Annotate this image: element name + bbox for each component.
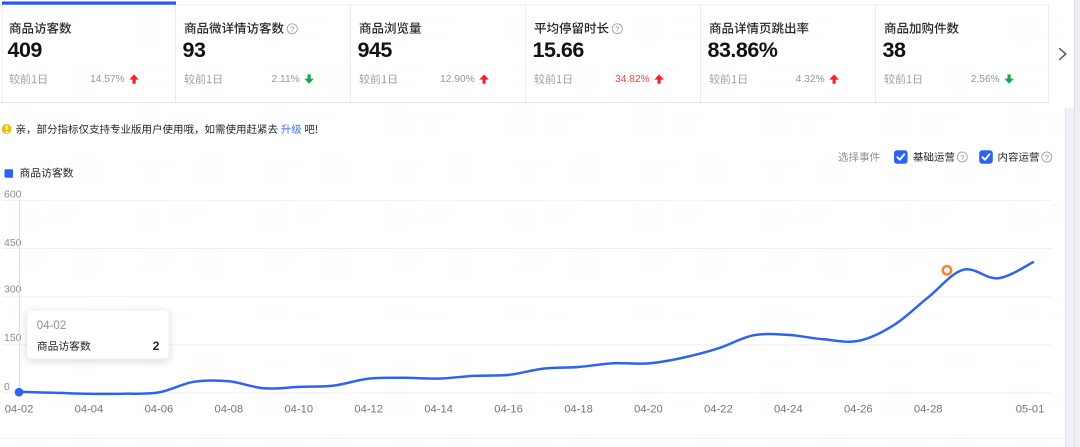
svg-text:93: 93	[183, 38, 206, 62]
svg-text:?: ?	[1045, 153, 1049, 162]
svg-text:15.66: 15.66	[533, 38, 585, 62]
svg-text:945: 945	[358, 38, 393, 62]
svg-text:14.57%: 14.57%	[90, 74, 125, 85]
svg-text:04-24: 04-24	[774, 403, 803, 415]
svg-text:04-02: 04-02	[5, 403, 34, 415]
svg-text:?: ?	[615, 25, 619, 34]
svg-text:0: 0	[4, 381, 10, 393]
svg-text:04-20: 04-20	[634, 403, 663, 415]
svg-text:450: 450	[4, 237, 22, 249]
svg-text:150: 150	[4, 332, 22, 344]
svg-text:83.86%: 83.86%	[708, 38, 778, 62]
svg-text:05-01: 05-01	[1016, 403, 1045, 415]
svg-text:2.11%: 2.11%	[272, 74, 300, 85]
svg-text:2.56%: 2.56%	[971, 74, 1000, 85]
svg-text:04-14: 04-14	[424, 403, 453, 415]
svg-text:300: 300	[4, 283, 22, 295]
svg-text:2: 2	[153, 339, 160, 353]
svg-text:04-04: 04-04	[75, 403, 104, 415]
svg-text:04-16: 04-16	[494, 403, 523, 415]
svg-text:34.82%: 34.82%	[615, 74, 650, 85]
svg-text:?: ?	[290, 25, 294, 34]
svg-text:?: ?	[960, 153, 964, 162]
svg-text:409: 409	[8, 38, 43, 62]
svg-text:38: 38	[883, 38, 906, 62]
svg-text:04-18: 04-18	[564, 403, 593, 415]
svg-text:04-28: 04-28	[914, 403, 943, 415]
svg-text:04-08: 04-08	[215, 403, 244, 415]
svg-text:12.90%: 12.90%	[440, 74, 475, 85]
svg-text:04-12: 04-12	[354, 403, 383, 415]
svg-text:600: 600	[4, 188, 22, 200]
svg-text:04-10: 04-10	[284, 403, 313, 415]
svg-text:04-02: 04-02	[37, 320, 66, 332]
svg-text:04-26: 04-26	[844, 403, 873, 415]
svg-text:04-22: 04-22	[704, 403, 733, 415]
svg-text:4.32%: 4.32%	[796, 74, 825, 85]
svg-text:04-06: 04-06	[145, 403, 174, 415]
